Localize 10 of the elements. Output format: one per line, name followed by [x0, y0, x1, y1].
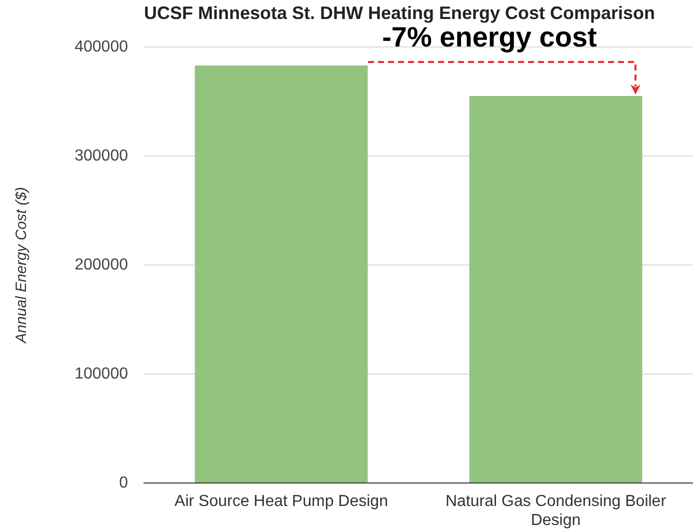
x-tick-label: Natural Gas Condensing Boiler Design — [445, 493, 667, 530]
annotation: -7% energy cost — [382, 22, 597, 53]
y-tick-label: 400000 — [74, 38, 128, 56]
y-tick-label: 0 — [119, 474, 128, 492]
y-tick-label: 300000 — [74, 147, 128, 164]
chart-title: UCSF Minnesota St. DHW Heating Energy Cost Comparison — [144, 2, 656, 23]
y-axis-title: Annual Energy Cost ($) — [13, 187, 30, 344]
x-tick-label: Air Source Heat Pump Design — [174, 493, 388, 510]
y-tick-label: 200000 — [74, 256, 128, 274]
y-tick-label: 100000 — [74, 365, 128, 382]
